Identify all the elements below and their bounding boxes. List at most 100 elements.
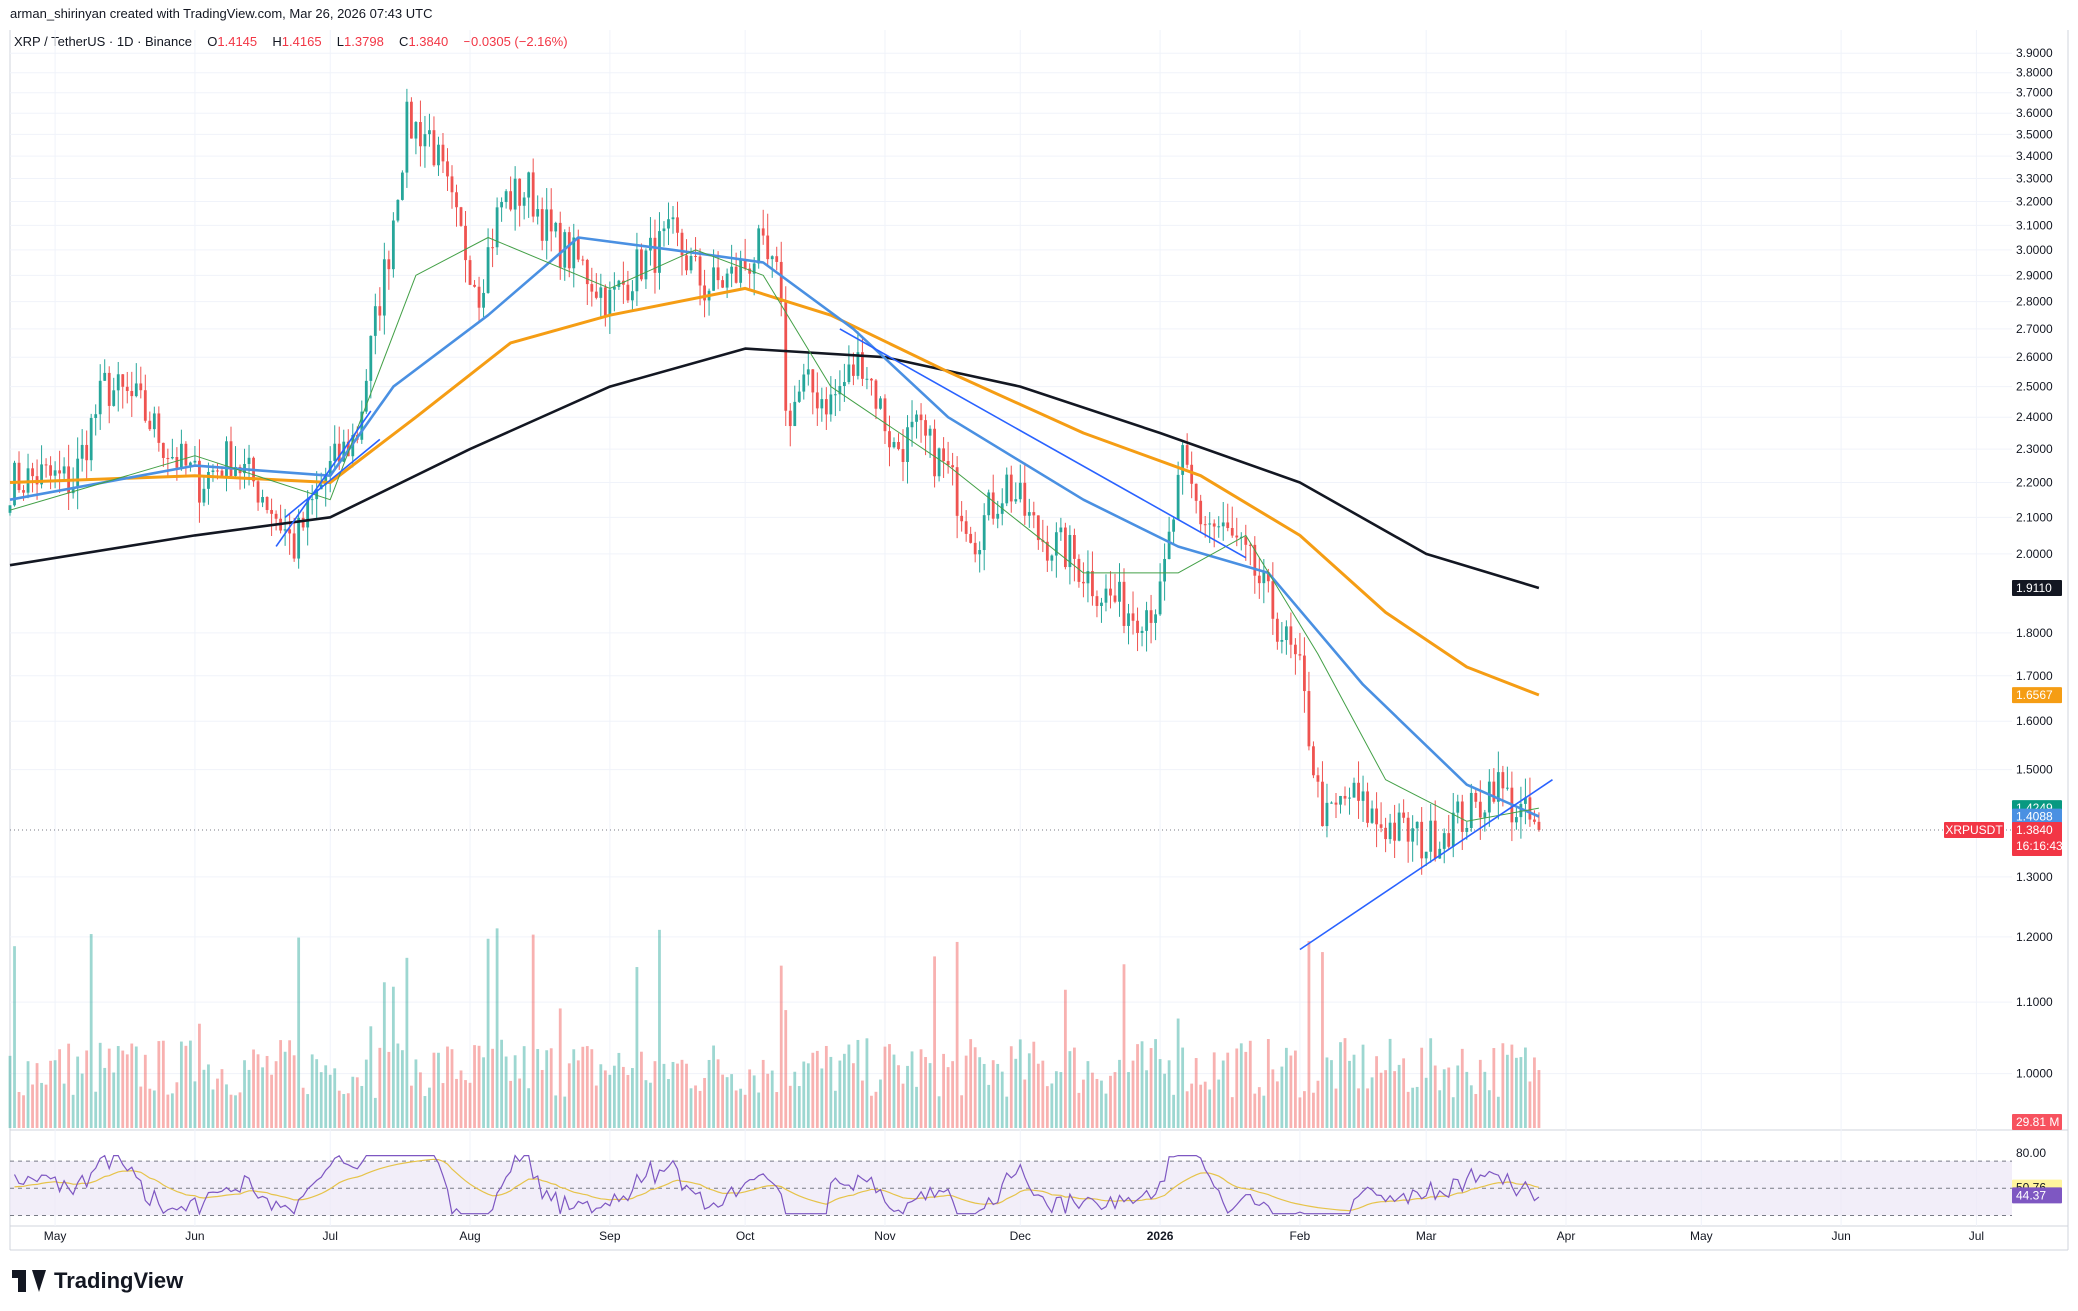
volume-bar xyxy=(1041,1060,1045,1128)
volume-bar xyxy=(1366,1088,1369,1128)
candle-body xyxy=(98,380,102,415)
candle-body xyxy=(1212,523,1216,527)
candle-body xyxy=(910,421,914,428)
volume-bar xyxy=(883,1046,887,1128)
volume-bar xyxy=(116,1046,120,1128)
volume-bar xyxy=(1208,1089,1212,1128)
candle-body xyxy=(148,420,152,430)
candle-body xyxy=(1136,620,1139,633)
volume-bar xyxy=(991,1060,995,1128)
volume-bar xyxy=(134,1046,138,1128)
candle-body xyxy=(1537,821,1541,830)
volume-bar xyxy=(1050,1083,1054,1128)
tradingview-brand[interactable]: TradingView xyxy=(12,1268,183,1294)
candle-body xyxy=(865,378,869,380)
candle-body xyxy=(824,399,828,415)
y-tick-label: 2.6000 xyxy=(2016,350,2053,364)
candle-body xyxy=(270,509,273,514)
candle-body xyxy=(631,291,634,301)
volume-bar xyxy=(973,1047,977,1128)
candle-body xyxy=(1118,581,1121,602)
volume-bar xyxy=(942,1053,946,1128)
candle-body xyxy=(942,448,946,462)
volume-bar xyxy=(207,1064,210,1128)
volume-bar xyxy=(234,1095,237,1128)
volume-bar xyxy=(500,1039,504,1128)
candle-body xyxy=(369,335,373,381)
candle-body xyxy=(1109,588,1112,596)
candle-body xyxy=(1316,775,1320,782)
candle-body xyxy=(1032,512,1036,516)
x-tick-label: Aug xyxy=(459,1229,480,1243)
candle-body xyxy=(179,443,183,468)
volume-bar xyxy=(743,1094,747,1128)
volume-bar xyxy=(252,1049,255,1128)
volume-bar xyxy=(829,1056,833,1128)
volume-bar xyxy=(730,1074,734,1128)
volume-bar xyxy=(626,1074,630,1128)
candle-body xyxy=(1402,812,1406,818)
candle-body xyxy=(17,462,21,491)
volume-bar xyxy=(22,1095,25,1128)
candle-body xyxy=(391,220,395,270)
volume-bar xyxy=(211,1089,215,1128)
volume-bar xyxy=(1262,1095,1266,1128)
volume-bar xyxy=(112,1072,116,1128)
volume-bar xyxy=(355,1077,359,1128)
candle-body xyxy=(207,471,210,489)
volume-bar xyxy=(617,1052,621,1128)
candle-body xyxy=(166,457,170,459)
volume-bar xyxy=(1307,941,1311,1128)
candle-body xyxy=(1027,512,1031,516)
candle-body xyxy=(85,444,89,461)
candle-body xyxy=(924,420,927,436)
volume-bar xyxy=(387,1051,391,1128)
candle-body xyxy=(1018,482,1022,500)
candle-body xyxy=(770,256,774,260)
candle-body xyxy=(495,207,499,248)
candle-body xyxy=(779,261,783,303)
volume-bar xyxy=(139,1086,143,1128)
volume-bar xyxy=(98,1042,102,1128)
volume-bar xyxy=(40,1082,43,1128)
candle-body xyxy=(1415,821,1419,829)
volume-bar xyxy=(676,1063,679,1128)
x-tick-label: May xyxy=(44,1229,67,1243)
candle-body xyxy=(1280,640,1284,642)
volume-bar xyxy=(1415,1086,1419,1128)
close-value: 1.3840 xyxy=(408,34,449,49)
volume-bar xyxy=(342,1094,346,1128)
candle-body xyxy=(1370,808,1374,823)
moving-average-line xyxy=(9,286,1540,697)
volume-bar xyxy=(802,1061,806,1128)
symbol-badge: XRPUSDT xyxy=(1945,823,2003,837)
candle-body xyxy=(387,259,391,270)
volume-bar xyxy=(279,1040,283,1128)
candle-body xyxy=(833,394,837,396)
candle-body xyxy=(1203,524,1207,526)
symbol-title[interactable]: XRP / TetherUS · 1D · Binance xyxy=(14,34,192,49)
candle-body xyxy=(265,497,269,510)
candle-body xyxy=(1528,797,1532,820)
volume-bar xyxy=(292,1055,296,1128)
candle-body xyxy=(261,497,264,503)
candle-body xyxy=(572,237,576,269)
candle-body xyxy=(1163,558,1166,582)
candle-body xyxy=(919,414,923,421)
volume-bar xyxy=(274,1061,278,1128)
candle-body xyxy=(964,521,968,534)
attribution-text: arman_shirinyan created with TradingView… xyxy=(10,6,433,21)
close-label: C xyxy=(399,34,409,49)
candle-body xyxy=(1451,812,1455,847)
candle-body xyxy=(820,399,824,409)
volume-bar xyxy=(261,1067,264,1128)
candle-body xyxy=(658,231,661,273)
candle-body xyxy=(437,144,440,166)
volume-bar xyxy=(396,1043,400,1128)
candle-body xyxy=(1501,772,1505,789)
candle-body xyxy=(1420,821,1424,859)
candle-body xyxy=(1091,571,1094,597)
candle-body xyxy=(590,284,594,292)
volume-bar xyxy=(1068,1051,1072,1128)
